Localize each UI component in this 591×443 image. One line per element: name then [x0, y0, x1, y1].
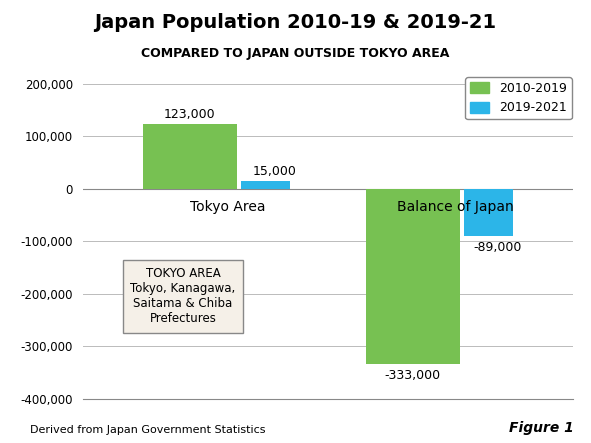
Text: Balance of Japan: Balance of Japan	[397, 200, 514, 214]
Text: -333,000: -333,000	[385, 369, 441, 382]
Legend: 2010-2019, 2019-2021: 2010-2019, 2019-2021	[465, 77, 572, 119]
Text: 15,000: 15,000	[252, 165, 297, 178]
Bar	[366, 189, 460, 364]
Text: 123,000: 123,000	[164, 108, 216, 121]
Text: Figure 1: Figure 1	[508, 421, 573, 435]
Text: Tokyo Area: Tokyo Area	[190, 200, 265, 214]
Text: -89,000: -89,000	[473, 241, 522, 254]
Text: TOKYO AREA
Tokyo, Kanagawa,
Saitama & Chiba
Prefectures: TOKYO AREA Tokyo, Kanagawa, Saitama & Ch…	[131, 268, 236, 326]
Text: COMPARED TO JAPAN OUTSIDE TOKYO AREA: COMPARED TO JAPAN OUTSIDE TOKYO AREA	[141, 47, 450, 59]
Bar	[464, 189, 513, 236]
Text: Japan Population 2010-19 & 2019-21: Japan Population 2010-19 & 2019-21	[95, 13, 496, 32]
Bar	[241, 181, 290, 189]
Text: Derived from Japan Government Statistics: Derived from Japan Government Statistics	[30, 425, 265, 435]
Bar	[143, 124, 236, 189]
